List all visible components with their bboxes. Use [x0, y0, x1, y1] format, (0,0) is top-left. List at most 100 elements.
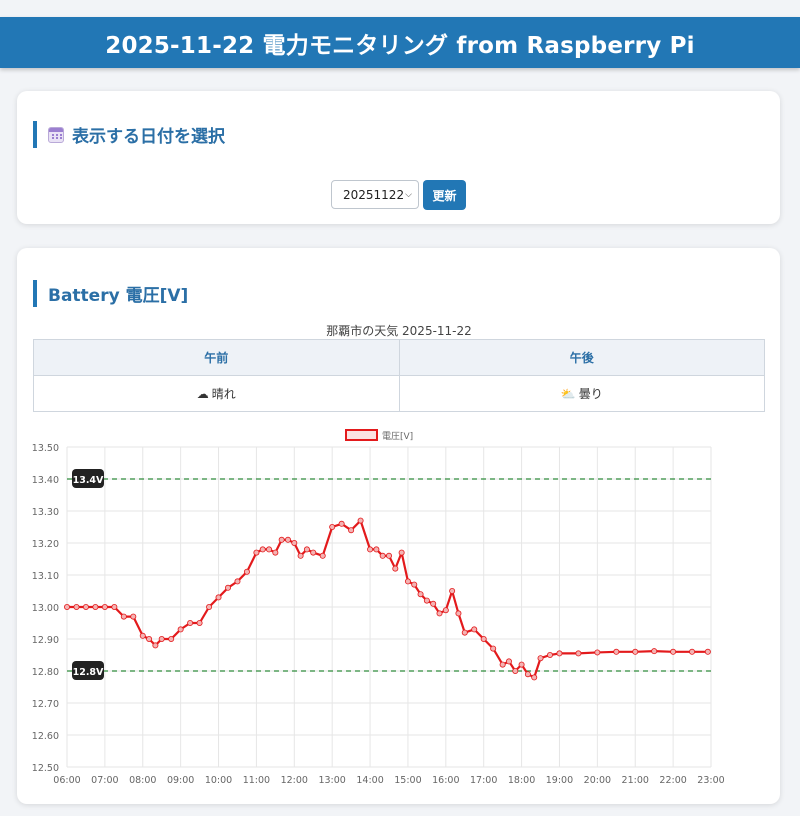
- threshold-label: 12.8V: [73, 667, 104, 678]
- data-point: [430, 600, 437, 607]
- data-point: [310, 549, 317, 556]
- data-point: [319, 552, 326, 559]
- x-tick-label: 10:00: [205, 775, 232, 786]
- x-tick-label: 19:00: [546, 775, 573, 786]
- data-point: [670, 648, 677, 655]
- data-point: [455, 610, 462, 617]
- data-point: [224, 584, 231, 591]
- x-tick-label: 20:00: [584, 775, 611, 786]
- x-tick-label: 08:00: [129, 775, 156, 786]
- battery-section-title: Battery 電圧[V]: [33, 280, 188, 307]
- legend-swatch: [345, 429, 378, 441]
- data-point: [284, 536, 291, 543]
- date-section-title: 表示する日付を選択: [33, 121, 225, 148]
- x-tick-label: 21:00: [622, 775, 649, 786]
- data-point: [348, 527, 355, 534]
- weather-pm-header: 午後: [398, 339, 765, 376]
- data-point: [291, 540, 298, 547]
- y-tick-label: 12.70: [32, 699, 59, 710]
- data-point: [512, 668, 519, 675]
- data-point: [556, 650, 563, 657]
- data-point: [278, 536, 285, 543]
- data-point: [524, 671, 531, 678]
- data-point: [547, 652, 554, 659]
- data-point: [392, 565, 399, 572]
- date-section-title-text: 表示する日付を選択: [72, 127, 225, 147]
- data-point: [449, 588, 456, 595]
- date-controls: 20251122 ⌵ 更新: [17, 180, 780, 210]
- weather-am-value: 晴れ: [211, 387, 236, 401]
- data-point: [266, 546, 273, 553]
- legend-label: 電圧[V]: [382, 431, 413, 442]
- x-tick-label: 23:00: [697, 775, 724, 786]
- data-point: [379, 552, 386, 559]
- x-tick-label: 06:00: [53, 775, 80, 786]
- data-point: [505, 658, 512, 665]
- data-point: [398, 549, 405, 556]
- data-point: [92, 604, 99, 611]
- data-point: [177, 626, 184, 633]
- date-select[interactable]: 20251122 ⌵: [331, 180, 419, 209]
- chevron-down-icon: ⌵: [405, 189, 412, 200]
- x-tick-label: 09:00: [167, 775, 194, 786]
- data-point: [297, 552, 304, 559]
- data-point: [111, 604, 118, 611]
- battery-card: Battery 電圧[V] 那覇市の天気 2025-11-22 午前 午後 ☁ 晴…: [17, 248, 780, 804]
- sun-cloud-icon: ☁: [196, 387, 209, 401]
- data-point: [613, 648, 620, 655]
- x-tick-label: 13:00: [318, 775, 345, 786]
- data-point: [373, 546, 380, 553]
- data-point: [206, 604, 213, 611]
- data-point: [130, 613, 137, 620]
- data-point: [152, 642, 159, 649]
- data-point: [594, 649, 601, 656]
- data-point: [253, 549, 260, 556]
- data-point: [82, 604, 89, 611]
- data-point: [651, 648, 658, 655]
- data-point: [417, 591, 424, 598]
- data-point: [490, 645, 497, 652]
- data-point: [146, 636, 153, 643]
- partly-cloudy-icon: ⛅: [560, 387, 576, 401]
- data-point: [442, 607, 449, 614]
- data-point: [423, 597, 430, 604]
- date-select-card: 表示する日付を選択 20251122 ⌵ 更新: [17, 91, 780, 224]
- threshold-badge: [72, 661, 104, 680]
- data-point: [338, 520, 345, 527]
- y-tick-label: 13.20: [32, 539, 59, 550]
- date-select-value: 20251122: [343, 187, 405, 202]
- data-point: [329, 524, 336, 531]
- data-point: [689, 648, 696, 655]
- calendar-icon: [48, 126, 64, 143]
- y-tick-label: 12.50: [32, 763, 59, 774]
- x-tick-label: 15:00: [394, 775, 421, 786]
- weather-caption: 那覇市の天気 2025-11-22: [326, 324, 472, 338]
- data-point: [461, 629, 468, 636]
- weather-pm-value: 曇り: [578, 387, 603, 401]
- y-tick-label: 13.30: [32, 507, 59, 518]
- x-tick-label: 17:00: [470, 775, 497, 786]
- data-point: [187, 620, 194, 627]
- data-point: [215, 594, 222, 601]
- data-point: [64, 604, 71, 611]
- data-point: [158, 636, 165, 643]
- threshold-badge: [72, 469, 104, 488]
- x-tick-label: 22:00: [659, 775, 686, 786]
- weather-am-header: 午前: [33, 339, 400, 376]
- data-point: [259, 546, 266, 553]
- data-point: [196, 620, 203, 627]
- x-tick-label: 18:00: [508, 775, 535, 786]
- x-tick-label: 14:00: [356, 775, 383, 786]
- data-point: [537, 655, 544, 662]
- data-point: [120, 613, 127, 620]
- data-point: [303, 546, 310, 553]
- y-tick-label: 13.40: [32, 475, 59, 486]
- data-point: [471, 626, 478, 633]
- y-tick-label: 12.90: [32, 635, 59, 646]
- battery-section-title-text: Battery 電圧[V]: [48, 286, 189, 306]
- x-tick-label: 07:00: [91, 775, 118, 786]
- refresh-button[interactable]: 更新: [423, 180, 466, 210]
- data-point: [357, 517, 364, 524]
- y-tick-label: 12.80: [32, 667, 59, 678]
